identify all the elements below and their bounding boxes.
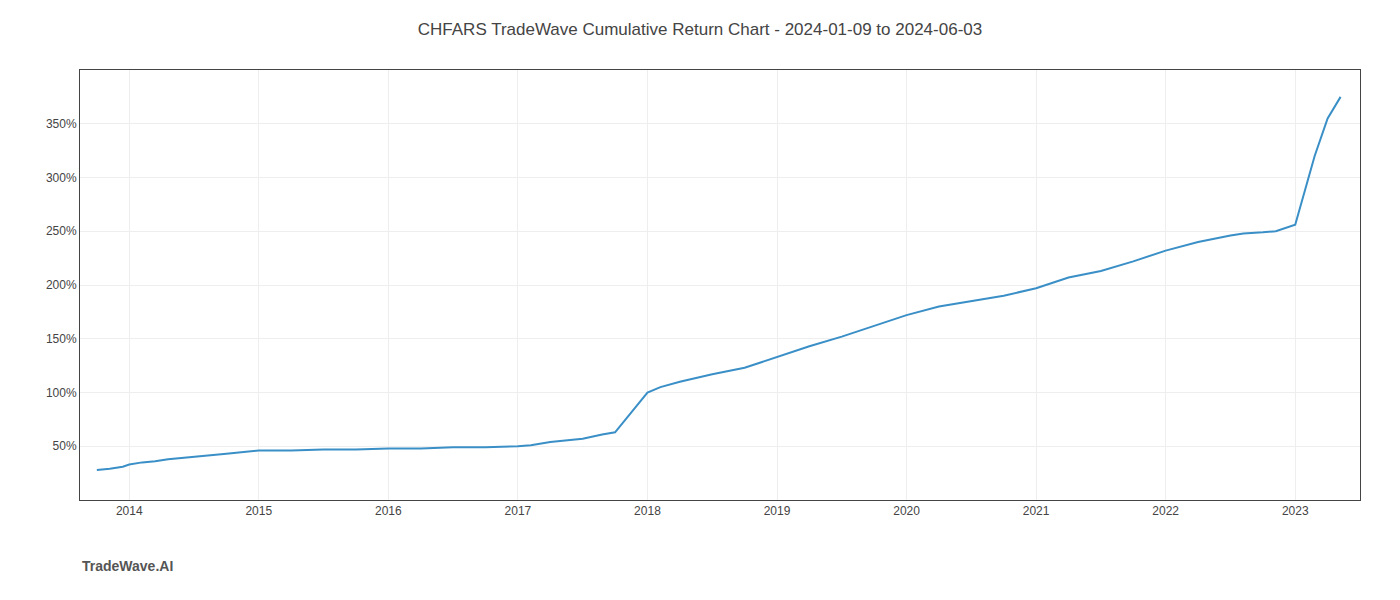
- svg-text:2017: 2017: [505, 504, 532, 518]
- svg-text:2016: 2016: [375, 504, 402, 518]
- svg-text:50%: 50%: [53, 439, 77, 453]
- svg-text:2014: 2014: [116, 504, 143, 518]
- svg-text:CHFARS TradeWave Cumulative Re: CHFARS TradeWave Cumulative Return Chart…: [418, 20, 982, 39]
- svg-text:2021: 2021: [1023, 504, 1050, 518]
- svg-text:2019: 2019: [764, 504, 791, 518]
- svg-text:150%: 150%: [46, 332, 77, 346]
- svg-text:2015: 2015: [245, 504, 272, 518]
- svg-text:200%: 200%: [46, 278, 77, 292]
- svg-text:350%: 350%: [46, 117, 77, 131]
- svg-text:2020: 2020: [893, 504, 920, 518]
- svg-text:250%: 250%: [46, 224, 77, 238]
- svg-text:2018: 2018: [634, 504, 661, 518]
- svg-text:100%: 100%: [46, 386, 77, 400]
- svg-text:2023: 2023: [1282, 504, 1309, 518]
- svg-text:300%: 300%: [46, 171, 77, 185]
- svg-text:TradeWave.AI: TradeWave.AI: [82, 558, 173, 574]
- svg-text:2022: 2022: [1152, 504, 1179, 518]
